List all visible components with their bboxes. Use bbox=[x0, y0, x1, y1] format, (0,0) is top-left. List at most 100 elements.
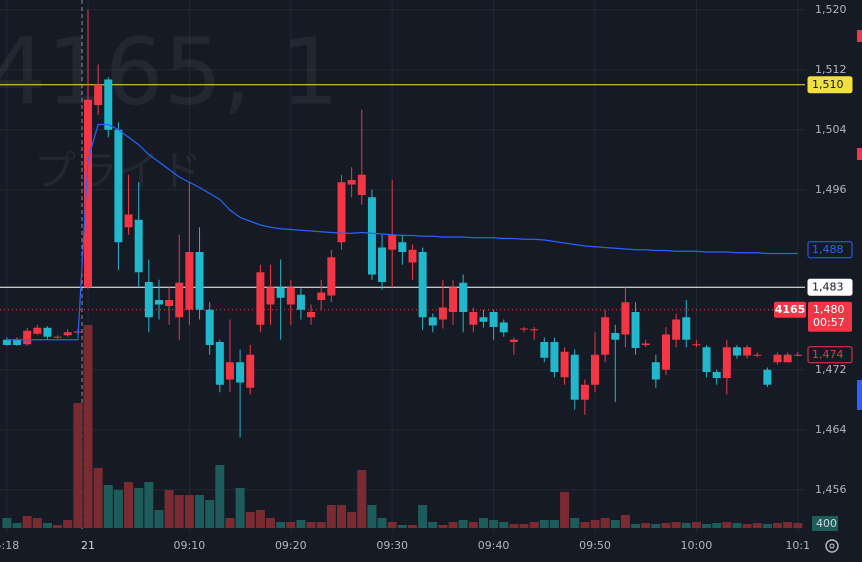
volume-bar bbox=[732, 523, 742, 528]
volume-bar bbox=[215, 465, 225, 528]
x-tick-label: 09:30 bbox=[376, 539, 408, 552]
volume-bar bbox=[184, 495, 194, 528]
candle-body bbox=[580, 384, 589, 400]
x-tick-label: 09:50 bbox=[579, 539, 611, 552]
volume-bar bbox=[631, 524, 641, 528]
volume-bar bbox=[681, 523, 691, 528]
volume-label-box bbox=[812, 516, 838, 531]
volume-bar bbox=[12, 523, 22, 528]
candle-body bbox=[185, 252, 194, 310]
settings-icon[interactable] bbox=[825, 539, 839, 553]
volume-bar bbox=[387, 522, 397, 528]
candle-body bbox=[236, 362, 245, 383]
volume-bar bbox=[337, 505, 346, 528]
candle-body bbox=[550, 342, 559, 372]
candle-body bbox=[661, 334, 670, 370]
candle-body bbox=[195, 252, 204, 310]
candle-body bbox=[560, 351, 569, 378]
volume-bar bbox=[722, 522, 732, 528]
volume-bar bbox=[600, 518, 610, 528]
candle-body bbox=[347, 180, 356, 185]
x-tick-label: 21 bbox=[81, 539, 95, 552]
candle-body bbox=[124, 214, 133, 228]
candle-body bbox=[357, 174, 366, 195]
candle-body bbox=[256, 272, 265, 325]
candle-body bbox=[418, 252, 427, 318]
edge-marker bbox=[857, 380, 862, 410]
volume-bar bbox=[590, 520, 600, 528]
last-price-symbol: 4165 bbox=[775, 303, 806, 316]
candle-body bbox=[672, 319, 681, 340]
volume-bar bbox=[357, 470, 367, 528]
x-tick-label: 09:20 bbox=[275, 539, 307, 552]
candle-body bbox=[246, 354, 255, 388]
candle-body bbox=[651, 362, 660, 380]
candle-body bbox=[601, 317, 610, 355]
volume-bar bbox=[306, 522, 316, 528]
candle-body bbox=[428, 317, 437, 326]
volume-bar bbox=[22, 516, 32, 528]
volume-bar bbox=[610, 520, 620, 528]
candle-body bbox=[165, 300, 174, 306]
y-tick-label: 1,464 bbox=[815, 423, 847, 436]
candle-body bbox=[499, 322, 508, 333]
candle-body bbox=[205, 309, 214, 345]
candle-body bbox=[641, 343, 650, 345]
volume-bar bbox=[702, 524, 712, 528]
x-tick-label: 5:18 bbox=[0, 539, 19, 552]
candle-body bbox=[2, 339, 11, 345]
close-label-box bbox=[807, 346, 853, 364]
candle-body bbox=[94, 84, 103, 105]
volume-bar bbox=[255, 510, 265, 528]
candle-body bbox=[793, 354, 802, 356]
volume-bar bbox=[174, 495, 184, 528]
y-tick-label: 1,456 bbox=[815, 483, 847, 496]
candle-body bbox=[398, 242, 407, 252]
volume-bar bbox=[499, 522, 509, 528]
candle-body bbox=[144, 282, 153, 318]
candle-body bbox=[459, 282, 468, 312]
candle-body bbox=[479, 317, 488, 322]
volume-bar bbox=[2, 518, 12, 528]
volume-bar bbox=[124, 482, 134, 528]
edge-marker bbox=[857, 30, 862, 42]
volume-bar bbox=[560, 492, 570, 528]
volume-bar bbox=[144, 482, 154, 528]
volume-bar bbox=[73, 403, 83, 528]
candle-body bbox=[611, 333, 620, 340]
volume-bar bbox=[448, 522, 458, 528]
volume-bar bbox=[793, 523, 803, 528]
candle-body bbox=[307, 312, 316, 318]
settings-button[interactable] bbox=[825, 539, 839, 553]
candle-body bbox=[23, 330, 32, 345]
x-tick-label: 10:1 bbox=[785, 539, 810, 552]
moving-average bbox=[6, 123, 798, 341]
price-line-label-box bbox=[807, 278, 853, 296]
volume-bar bbox=[397, 525, 407, 528]
price-line-label: 1,510 bbox=[812, 78, 844, 91]
candle-body bbox=[570, 354, 579, 400]
volume-bar bbox=[63, 520, 73, 528]
candle-body bbox=[378, 247, 387, 282]
candle-body bbox=[33, 327, 42, 334]
candle-body bbox=[469, 312, 478, 325]
volume-bar bbox=[620, 515, 630, 528]
volume-label: 400 bbox=[816, 517, 837, 530]
volume-bar bbox=[661, 523, 671, 528]
candle-body bbox=[489, 312, 498, 327]
candle-body bbox=[530, 329, 539, 331]
volume-bar bbox=[266, 518, 276, 528]
volume-bar bbox=[205, 500, 215, 528]
candle-body bbox=[43, 327, 52, 337]
volume-bar bbox=[93, 468, 103, 528]
candle-body bbox=[134, 219, 143, 273]
volume-bar bbox=[478, 518, 488, 528]
y-tick-label: 1,472 bbox=[815, 363, 847, 376]
edge-marker bbox=[857, 148, 862, 160]
settings-icon-core[interactable] bbox=[829, 543, 835, 549]
volume-bar bbox=[377, 518, 387, 528]
x-tick-label: 10:00 bbox=[681, 539, 713, 552]
